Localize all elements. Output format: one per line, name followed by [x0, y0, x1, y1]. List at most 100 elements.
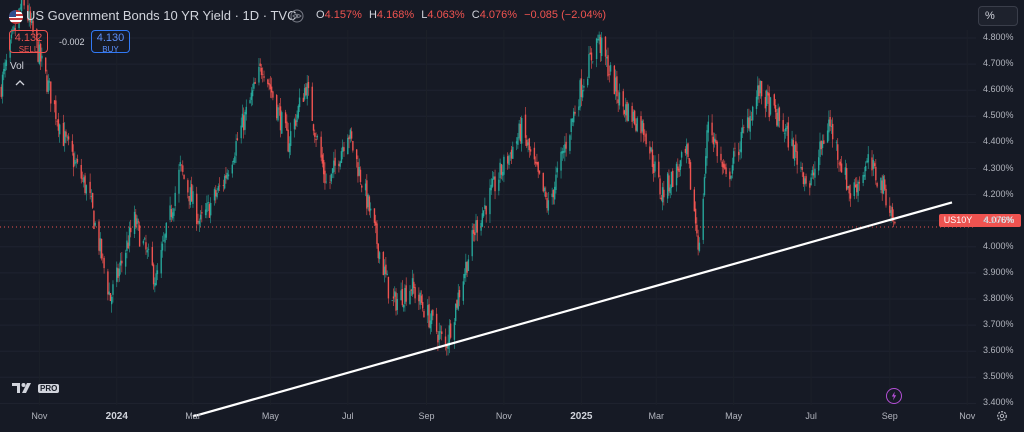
candle-body: [553, 186, 556, 200]
candle-body: [438, 331, 440, 340]
candle-body: [207, 201, 209, 204]
candle-body: [146, 250, 148, 253]
scale-mode-button[interactable]: %: [978, 6, 1018, 26]
candle-body: [712, 136, 715, 145]
candle-body: [791, 138, 793, 146]
candle-body: [805, 176, 807, 184]
candle-body: [839, 161, 841, 166]
candle-body: [420, 295, 423, 303]
candle-body: [144, 238, 146, 240]
candle-body: [782, 120, 784, 132]
candle-body: [764, 97, 767, 109]
candle-body: [93, 210, 95, 230]
candle-body: [296, 114, 298, 122]
candle-body: [117, 268, 119, 278]
candle-body: [357, 162, 359, 177]
candle-body: [616, 76, 618, 97]
candle-body: [494, 176, 496, 192]
candle-body: [240, 125, 242, 139]
candle-body: [373, 208, 376, 223]
candle-body: [830, 125, 833, 127]
candle-body: [259, 63, 261, 66]
candle-body: [618, 92, 621, 106]
candle-body: [109, 292, 112, 302]
candle-body: [631, 106, 633, 122]
candle-body: [99, 238, 101, 252]
candle-body: [599, 37, 602, 54]
candle-body: [785, 127, 787, 132]
price-tick-label: 4.100%: [983, 214, 1014, 225]
candle-body: [730, 175, 732, 179]
candle-body: [322, 159, 325, 175]
candle-body: [507, 156, 509, 164]
candle-body: [743, 127, 745, 128]
tradingview-logo[interactable]: PRO: [12, 381, 60, 395]
price-tick-label: 4.200%: [983, 188, 1014, 199]
candle-body: [724, 164, 726, 169]
candle-body: [519, 124, 522, 142]
candle-body: [215, 190, 217, 197]
candle-body: [734, 147, 736, 149]
candle-body: [385, 264, 387, 275]
candle-body: [542, 172, 544, 192]
candle-body: [778, 107, 781, 121]
candle-body: [302, 97, 305, 102]
candle-body: [75, 162, 77, 164]
candle-body: [286, 121, 288, 131]
volume-label[interactable]: Vol: [10, 61, 24, 72]
candle-body: [394, 291, 396, 297]
candle-body: [36, 29, 38, 41]
candle-body: [190, 184, 193, 202]
candle-body: [352, 140, 354, 151]
buy-button[interactable]: 4.130 BUY: [91, 30, 130, 54]
candle-body: [555, 174, 557, 191]
candle-body: [658, 161, 660, 177]
candle-body: [250, 92, 253, 100]
candle-body: [38, 44, 41, 64]
candle-body: [755, 96, 758, 109]
gear-icon[interactable]: [996, 410, 1008, 422]
ohlc-readout: O4.157% H4.168% L4.063% C4.076% −0.085 (…: [316, 9, 610, 21]
candle-body: [583, 85, 585, 88]
candle-body: [649, 146, 651, 154]
eye-icon[interactable]: [290, 9, 304, 23]
time-tick-label: 2025: [570, 411, 593, 422]
candle-body: [625, 104, 627, 116]
ohlc-close-key: C: [471, 9, 480, 21]
candle-body: [76, 158, 79, 163]
candle-body: [801, 167, 803, 170]
candle-body: [165, 222, 167, 238]
candle-body: [580, 78, 583, 98]
candle-body: [208, 204, 211, 218]
candle-body: [489, 187, 491, 215]
chevron-up-icon[interactable]: [14, 79, 26, 87]
candle-body: [654, 161, 656, 172]
candle-body: [119, 260, 122, 266]
candle-body: [627, 104, 630, 122]
price-badge-value: 4.076%: [977, 214, 1021, 227]
candle-body: [810, 177, 812, 186]
candle-body: [679, 160, 682, 170]
ohlc-high: 4.168%: [376, 9, 415, 21]
candle-body: [241, 113, 244, 128]
candle-body: [289, 131, 292, 146]
sell-button[interactable]: 4.132 SELL: [9, 30, 48, 54]
candle-body: [713, 138, 716, 142]
candle-body: [814, 168, 816, 178]
candle-body: [19, 7, 22, 9]
candle-body: [128, 227, 131, 246]
candle-body: [183, 174, 185, 179]
candle-body: [768, 93, 770, 118]
price-badge-symbol: US10Y: [939, 214, 977, 227]
candle-body: [512, 146, 514, 159]
symbol-title[interactable]: US Government Bonds 10 YR Yield · 1D · T…: [26, 8, 297, 23]
candle-body: [378, 252, 381, 260]
candle-body: [509, 152, 511, 154]
candle-body: [23, 0, 25, 6]
candle-body: [311, 86, 313, 121]
time-tick-label: Mar: [185, 411, 201, 421]
candle-body: [303, 88, 306, 100]
candle-body: [670, 171, 673, 189]
lightning-icon[interactable]: [886, 388, 902, 404]
